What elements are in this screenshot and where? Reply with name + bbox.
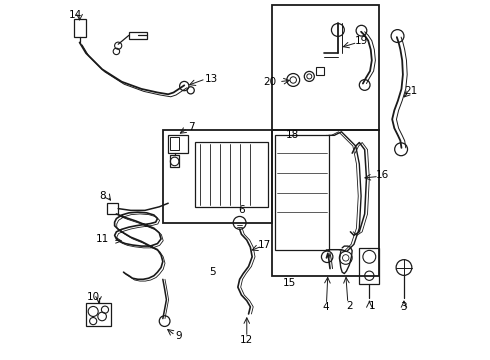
Text: 21: 21 — [404, 86, 417, 96]
Bar — [107, 203, 118, 214]
Bar — [170, 155, 179, 167]
Bar — [74, 19, 86, 37]
Bar — [272, 5, 379, 130]
Text: 18: 18 — [286, 130, 299, 140]
Text: 2: 2 — [346, 301, 353, 311]
Bar — [129, 32, 147, 39]
Bar — [272, 130, 379, 276]
Text: 7: 7 — [188, 122, 195, 132]
Text: 14: 14 — [69, 10, 82, 20]
Bar — [317, 67, 323, 75]
Text: 8: 8 — [99, 191, 105, 201]
Text: 19: 19 — [354, 36, 368, 46]
Text: 10: 10 — [87, 292, 100, 302]
Text: 17: 17 — [258, 240, 271, 250]
Text: 5: 5 — [210, 267, 216, 277]
Text: 4: 4 — [322, 302, 329, 312]
Text: 15: 15 — [283, 278, 296, 288]
Text: 6: 6 — [238, 205, 245, 215]
Text: 16: 16 — [376, 170, 389, 180]
Bar — [170, 137, 179, 150]
Text: 20: 20 — [263, 77, 276, 87]
Text: 3: 3 — [401, 302, 407, 312]
Text: 11: 11 — [96, 234, 109, 244]
Text: 1: 1 — [368, 301, 375, 311]
Bar — [86, 303, 111, 327]
Bar — [359, 248, 379, 284]
Text: 9: 9 — [175, 331, 182, 341]
Bar — [275, 135, 329, 249]
Bar — [163, 130, 272, 223]
Bar — [168, 135, 188, 153]
Bar — [195, 143, 268, 207]
Text: 12: 12 — [240, 335, 253, 345]
Text: 13: 13 — [204, 74, 218, 84]
